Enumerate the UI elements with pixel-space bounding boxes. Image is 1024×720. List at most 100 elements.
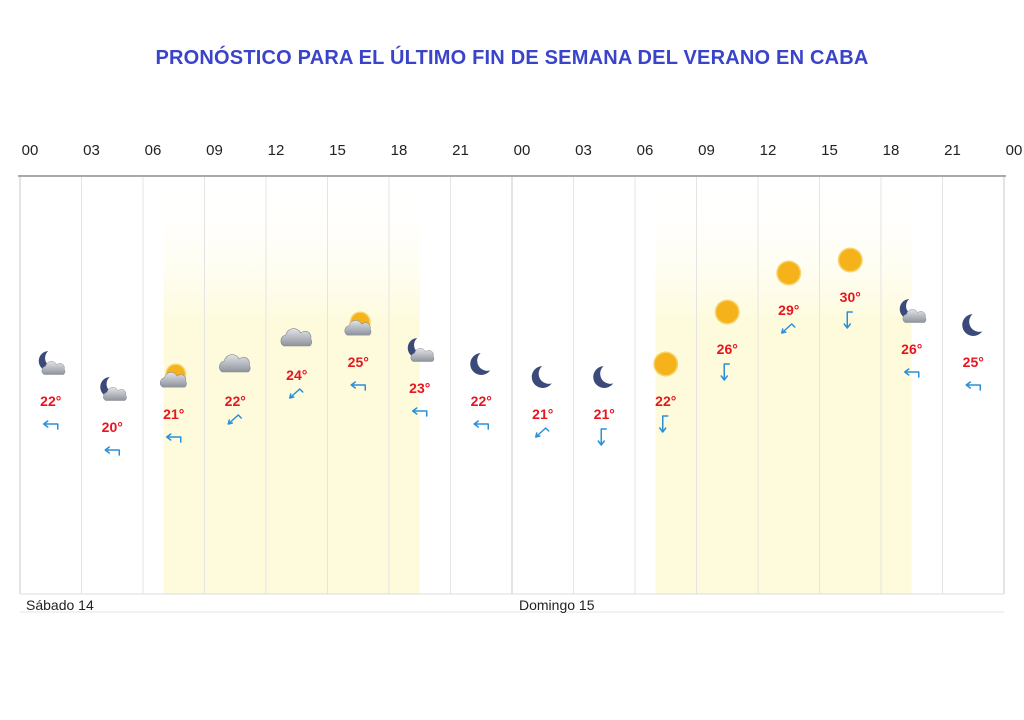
forecast-marks: 22° 20° 21° 22° 24° 25° 23° 22° 21° 21° 22° 26° 29° 3…: [38, 247, 990, 456]
temperature-label: 25°: [963, 354, 984, 370]
day-label-saturday: Sábado 14: [26, 597, 94, 613]
hour-tick-label: 15: [821, 142, 838, 159]
sun-shape: [654, 353, 677, 375]
forecast-point: 22°: [470, 350, 498, 430]
sun-cloud-icon: [344, 311, 372, 336]
wind-arrow-icon: [104, 446, 120, 456]
daylight-bands: [163, 176, 912, 594]
forecast-point: 25°: [344, 311, 372, 391]
cloud-path: [410, 348, 435, 362]
cloud-icon: [219, 354, 251, 373]
forecast-point: 22°: [219, 354, 251, 425]
sun-shape: [777, 262, 800, 284]
wind-arrow-icon: [412, 407, 428, 417]
temperature-label: 25°: [348, 354, 369, 370]
wind-arrow-icon: [720, 363, 730, 381]
sun-icon: [776, 260, 802, 286]
cloud-icon: [280, 328, 313, 347]
hour-tick-label: 12: [268, 142, 285, 159]
hour-tick-label: 21: [944, 142, 961, 159]
forecast-point: 30°: [837, 247, 863, 329]
moon-cutout: [969, 311, 990, 332]
hour-tick-label: 18: [883, 142, 900, 159]
forecast-point: 21°: [531, 363, 559, 438]
daylight-band-2: [655, 176, 912, 594]
chart-title: PRONÓSTICO PARA EL ÚLTIMO FIN DE SEMANA …: [155, 47, 869, 69]
temperature-label: 23°: [409, 380, 430, 396]
cloud-path: [280, 328, 313, 347]
wind-arrow-icon: [904, 368, 920, 378]
wind-arrow-icon: [843, 311, 853, 329]
hour-tick-label: 09: [698, 142, 715, 159]
sun-icon: [714, 299, 740, 325]
moon-icon: [593, 363, 621, 388]
hour-tick-label: 00: [1006, 142, 1023, 159]
cloud-shape: [902, 309, 927, 323]
temperature-label: 26°: [901, 341, 922, 357]
cloud-shape: [160, 372, 187, 388]
temperature-label: 30°: [840, 289, 861, 305]
daylight-band-1: [163, 176, 420, 594]
hour-axis: 00 03 06 09 12 15 18 21 00 03 06 09 12 15 18 21 00: [22, 142, 1023, 159]
cloud-shape: [41, 361, 66, 375]
sun-shape: [839, 249, 862, 271]
hour-tick-label: 06: [145, 142, 162, 159]
hour-tick-label: 15: [329, 142, 346, 159]
cloud-shape: [410, 348, 435, 362]
cloud-shape: [280, 328, 313, 347]
cloud-shape: [219, 354, 251, 373]
hour-tick-label: 18: [391, 142, 408, 159]
wind-arrow-icon: [965, 381, 981, 391]
hour-tick-label: 03: [83, 142, 100, 159]
forecast-point: 22°: [653, 351, 679, 433]
cloud-path: [902, 309, 927, 323]
cloud-path: [344, 320, 372, 336]
hour-tick-label: 21: [452, 142, 469, 159]
sun-icon: [653, 351, 679, 377]
wind-arrow-icon: [43, 420, 59, 430]
temperature-label: 26°: [717, 341, 738, 357]
hour-tick-label: 06: [637, 142, 654, 159]
hour-tick-label: 09: [206, 142, 223, 159]
temperature-label: 21°: [532, 406, 553, 422]
forecast-point: 21°: [593, 363, 621, 446]
temperature-label: 22°: [655, 393, 676, 409]
moon-cutout: [477, 350, 498, 371]
moon-icon: [470, 350, 498, 375]
temperature-label: 24°: [286, 367, 307, 383]
temperature-label: 22°: [225, 393, 246, 409]
wind-arrow-icon: [289, 388, 304, 399]
forecast-point: 29°: [776, 260, 802, 334]
forecast-point: 25°: [962, 311, 990, 391]
wind-arrow-icon: [227, 414, 242, 425]
wind-arrow-icon: [473, 420, 489, 430]
sun-icon: [837, 247, 863, 273]
sun-shape: [716, 301, 739, 323]
temperature-label: 20°: [102, 419, 123, 435]
wind-arrow-icon: [535, 427, 550, 438]
day-label-sunday: Domingo 15: [519, 597, 595, 613]
temperature-label: 21°: [163, 406, 184, 422]
hour-tick-label: 00: [22, 142, 39, 159]
wind-arrow-icon: [166, 433, 182, 443]
wind-arrow-icon: [597, 428, 607, 446]
moon-cloud-icon: [407, 335, 435, 362]
forecast-point: 26°: [899, 296, 927, 378]
forecast-point: 22°: [38, 348, 66, 430]
wind-arrow-icon: [781, 323, 796, 334]
cloud-path: [160, 372, 187, 388]
cloud-path: [41, 361, 66, 375]
hour-tick-label: 03: [575, 142, 592, 159]
hour-tick-label: 12: [760, 142, 777, 159]
temperature-label: 29°: [778, 302, 799, 318]
moon-cloud-icon: [38, 348, 66, 375]
forecast-point: 20°: [100, 374, 127, 456]
forecast-point: 23°: [407, 335, 435, 417]
moon-cutout: [600, 363, 621, 384]
day-footer: Sábado 14 Domingo 15: [26, 597, 595, 613]
cloud-shape: [103, 387, 127, 401]
cloud-path: [219, 354, 251, 373]
moon-cloud-icon: [100, 374, 127, 401]
grid-lines: [18, 175, 1006, 613]
